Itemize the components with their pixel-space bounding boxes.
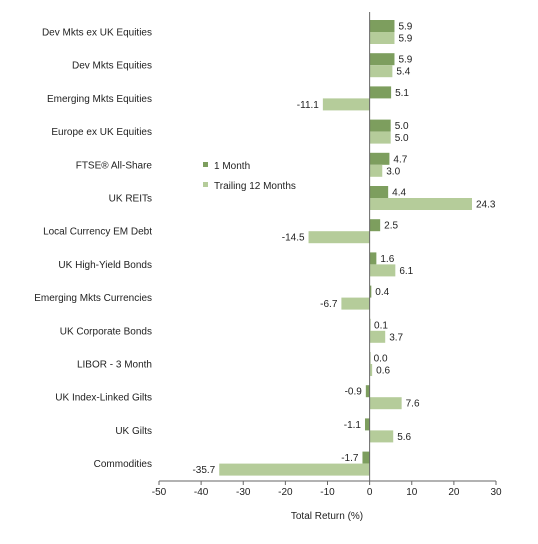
- bar-trailing-12-months: [369, 131, 391, 144]
- bar-1-month: [365, 385, 370, 398]
- bar-1-month: [369, 285, 372, 298]
- data-label: -1.7: [341, 453, 359, 464]
- category-label: UK Gilts: [115, 426, 152, 437]
- data-label: 5.9: [398, 55, 412, 66]
- bar-1-month: [369, 20, 395, 32]
- bar-trailing-12-months: [369, 164, 383, 177]
- bar-trailing-12-months: [308, 231, 370, 244]
- data-label: -1.1: [344, 420, 362, 431]
- bar-1-month: [369, 219, 381, 232]
- data-label: 5.0: [395, 133, 409, 144]
- bar-trailing-12-months: [369, 364, 373, 376]
- bar-trailing-12-months: [369, 32, 395, 44]
- data-label: 5.0: [395, 121, 409, 132]
- category-label: UK REITs: [109, 194, 152, 205]
- data-label: 1.6: [380, 254, 394, 265]
- category-label: Emerging Mkts Currencies: [34, 293, 152, 304]
- category-label: LIBOR - 3 Month: [77, 360, 152, 371]
- data-label: 0.4: [375, 287, 389, 298]
- category-label: Dev Mkts Equities: [72, 61, 152, 72]
- data-label: -11.1: [297, 100, 319, 111]
- data-label: -0.9: [345, 387, 363, 398]
- data-label: 7.6: [406, 399, 420, 410]
- category-label: Europe ex UK Equities: [51, 127, 152, 138]
- x-tick-label: 20: [448, 487, 460, 498]
- bar-trailing-12-months: [369, 264, 396, 277]
- category-label: Local Currency EM Debt: [43, 227, 152, 238]
- bar-trailing-12-months: [369, 330, 386, 343]
- legend-swatch: [203, 162, 208, 167]
- data-label: 0.1: [374, 320, 388, 331]
- category-label: Dev Mkts ex UK Equities: [42, 28, 152, 39]
- bar-trailing-12-months: [369, 430, 394, 443]
- bar-trailing-12-months: [369, 198, 472, 210]
- x-tick-label: 10: [406, 487, 418, 498]
- x-tick-label: -50: [152, 487, 167, 498]
- bar-trailing-12-months: [341, 297, 370, 310]
- legend-label: Trailing 12 Months: [214, 181, 296, 192]
- x-tick-label: -20: [278, 487, 293, 498]
- legend: 1 Month Trailing 12 Months: [203, 161, 296, 192]
- bar-1-month: [369, 86, 392, 99]
- x-axis-title: Total Return (%): [291, 511, 363, 522]
- data-label: 4.4: [392, 188, 406, 199]
- data-label: -6.7: [320, 299, 338, 310]
- bar-trailing-12-months: [219, 463, 370, 476]
- category-label: UK Index-Linked Gilts: [55, 393, 152, 404]
- x-tick-label: -10: [320, 487, 335, 498]
- data-label: 6.1: [399, 266, 413, 277]
- legend-label: 1 Month: [214, 161, 250, 172]
- legend-swatch: [203, 182, 208, 187]
- bar-1-month: [362, 451, 370, 464]
- data-label: -35.7: [192, 465, 215, 476]
- x-tick-label: 30: [490, 487, 502, 498]
- category-label: UK High-Yield Bonds: [58, 260, 152, 271]
- category-label: UK Corporate Bonds: [60, 326, 152, 337]
- bar-1-month: [369, 119, 391, 132]
- category-label: Emerging Mkts Equities: [47, 94, 152, 105]
- data-label: 5.4: [396, 67, 410, 78]
- x-tick-label: -40: [194, 487, 209, 498]
- data-label: 0.6: [376, 366, 390, 377]
- bar-1-month: [369, 53, 395, 66]
- bar-trailing-12-months: [322, 98, 370, 111]
- data-label: 4.7: [393, 154, 407, 165]
- data-label: 5.6: [397, 432, 411, 443]
- x-axis: -50 -40 -30 -20 -10 0 10 20 30: [152, 12, 502, 498]
- category-label: FTSE® All-Share: [76, 160, 153, 171]
- data-label: 5.9: [398, 22, 412, 33]
- bar-1-month: [369, 186, 389, 198]
- data-label: 5.1: [395, 88, 409, 99]
- bar-trailing-12-months: [369, 397, 402, 410]
- bars-layer: [219, 20, 472, 476]
- bar-1-month: [369, 252, 377, 265]
- x-tick-label: 0: [367, 487, 373, 498]
- data-label: 24.3: [476, 200, 496, 211]
- bar-1-month: [369, 152, 390, 165]
- data-label: 2.5: [384, 221, 398, 232]
- data-label: 0.0: [374, 354, 388, 365]
- bar-trailing-12-months: [369, 65, 393, 78]
- data-label: 3.7: [389, 332, 403, 343]
- data-label: 3.0: [386, 166, 400, 177]
- bar-1-month: [364, 418, 370, 431]
- x-tick-label: -30: [236, 487, 251, 498]
- category-label: Commodities: [94, 459, 152, 470]
- data-label: -14.5: [282, 233, 305, 244]
- data-label: 5.9: [398, 34, 412, 45]
